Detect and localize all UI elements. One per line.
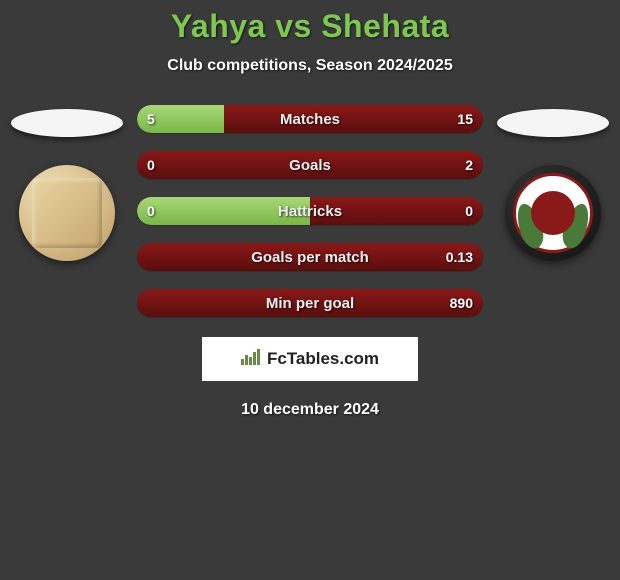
stat-label: Min per goal <box>137 289 483 317</box>
stat-label: Matches <box>137 105 483 133</box>
stat-left-value: 0 <box>137 197 165 225</box>
stat-row: Hattricks0 0 <box>137 197 483 225</box>
stat-right-value: 15 <box>447 105 483 133</box>
stat-left-value <box>137 243 157 271</box>
stat-label: Goals <box>137 151 483 179</box>
stat-left-value: 5 <box>137 105 165 133</box>
stat-row: Matches5 15 <box>137 105 483 133</box>
watermark-logo: FcTables.com <box>202 337 418 381</box>
left-player-column <box>7 105 127 261</box>
stat-row: Min per goal890 <box>137 289 483 317</box>
subtitle: Club competitions, Season 2024/2025 <box>0 57 620 75</box>
right-player-column <box>493 105 613 261</box>
right-name-plate <box>497 109 609 137</box>
comparison-row: Matches515Goals02Hattricks00Goals per ma… <box>0 105 620 317</box>
stat-row: Goals0 2 <box>137 151 483 179</box>
watermark-text: FcTables.com <box>267 349 379 369</box>
right-player-badge <box>505 165 601 261</box>
stat-row: Goals per match0.13 <box>137 243 483 271</box>
stat-left-value: 0 <box>137 151 165 179</box>
stat-left-value <box>137 289 157 317</box>
stat-label: Goals per match <box>137 243 483 271</box>
page-title: Yahya vs Shehata <box>0 8 620 45</box>
bar-chart-icon <box>241 349 261 370</box>
date-text: 10 december 2024 <box>0 401 620 419</box>
stat-label: Hattricks <box>137 197 483 225</box>
stat-right-value: 0 <box>455 197 483 225</box>
stat-right-value: 890 <box>440 289 483 317</box>
club-crest-icon <box>513 173 593 253</box>
stat-right-value: 2 <box>455 151 483 179</box>
stat-right-value: 0.13 <box>436 243 483 271</box>
stats-bars: Matches515Goals02Hattricks00Goals per ma… <box>137 105 483 317</box>
left-player-badge <box>19 165 115 261</box>
left-name-plate <box>11 109 123 137</box>
